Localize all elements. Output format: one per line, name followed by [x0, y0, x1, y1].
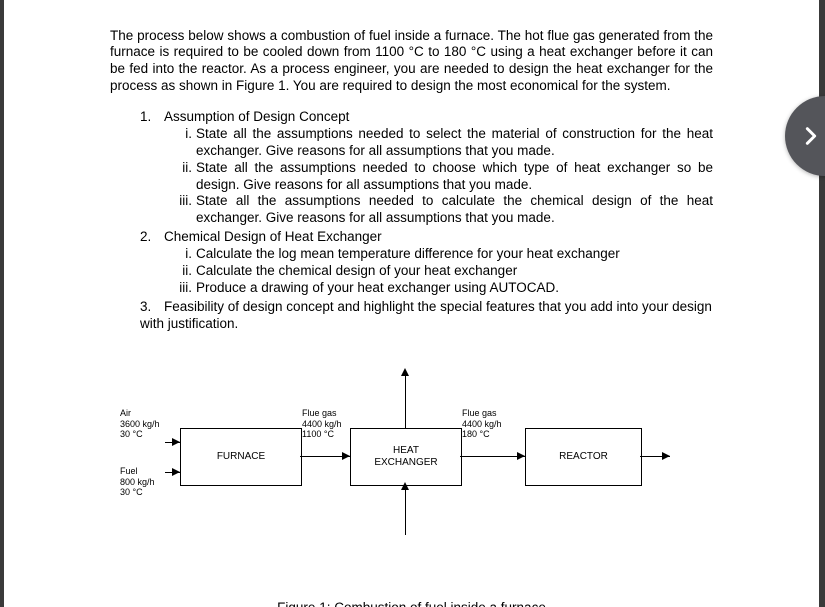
block-furnace: FURNACE — [180, 428, 302, 486]
arrow-icon — [401, 482, 409, 490]
item-1-ii: ii.State all the assumptions needed to c… — [196, 160, 713, 194]
question-list: 1.Assumption of Design Concept i.State a… — [110, 109, 713, 332]
figure-1: FURNACE HEAT EXCHANGER REACTOR Air3600 kg/h… — [110, 360, 713, 590]
item-2-i: i.Calculate the log mean temperature dif… — [196, 246, 713, 263]
arrow-icon — [662, 452, 670, 460]
block-hx: HEAT EXCHANGER — [350, 428, 462, 486]
connector — [405, 370, 406, 428]
viewer: The process below shows a combustion of … — [0, 0, 825, 607]
section-2: 2.Chemical Design of Heat Exchanger i.Ca… — [140, 229, 713, 297]
chevron-right-icon — [800, 125, 822, 147]
stream-fuel: Fuel800 kg/h30 °C — [120, 466, 155, 497]
arrow-icon — [401, 368, 409, 376]
item-2-ii: ii.Calculate the chemical design of your… — [196, 263, 713, 280]
connector — [405, 484, 406, 535]
connector — [460, 456, 525, 457]
item-1-iii: iii.State all the assumptions needed to … — [196, 193, 713, 227]
intro-paragraph: The process below shows a combustion of … — [110, 28, 713, 96]
block-reactor: REACTOR — [525, 428, 642, 486]
arrow-icon — [172, 438, 180, 446]
stream-flue1: Flue gas4400 kg/h1100 °C — [302, 408, 342, 439]
item-2-iii: iii.Produce a drawing of your heat excha… — [196, 280, 713, 297]
arrow-icon — [172, 468, 180, 476]
figure-caption: Figure 1: Combustion of fuel inside a fu… — [110, 600, 713, 607]
document-page: The process below shows a combustion of … — [4, 0, 819, 607]
stream-air: Air3600 kg/h30 °C — [120, 408, 160, 439]
item-1-i: i.State all the assumptions needed to se… — [196, 126, 713, 160]
arrow-icon — [517, 452, 525, 460]
arrow-icon — [342, 452, 350, 460]
section-1-items: i.State all the assumptions needed to se… — [140, 126, 713, 227]
section-2-items: i.Calculate the log mean temperature dif… — [140, 246, 713, 297]
section-3: 3.Feasibility of design concept and high… — [140, 299, 713, 333]
stream-flue2: Flue gas4400 kg/h180 °C — [462, 408, 502, 439]
section-1: 1.Assumption of Design Concept i.State a… — [140, 109, 713, 227]
